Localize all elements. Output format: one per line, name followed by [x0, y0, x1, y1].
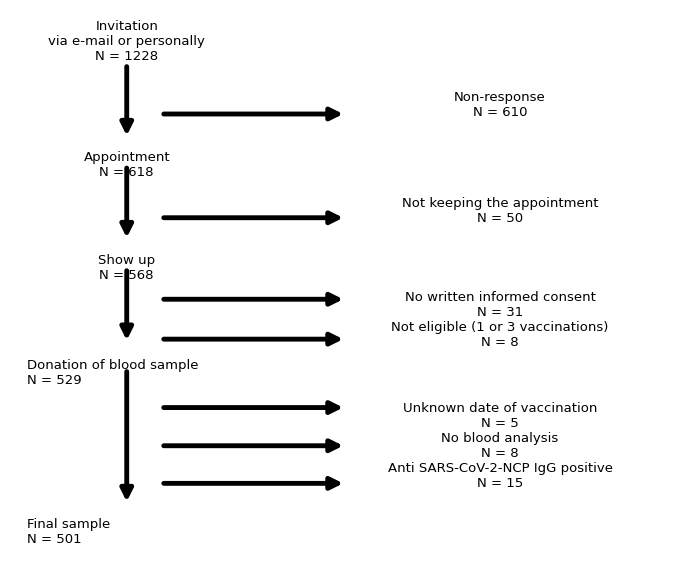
Text: No written informed consent
N = 31
Not eligible (1 or 3 vaccinations)
N = 8: No written informed consent N = 31 Not e… [391, 291, 609, 349]
Text: Not keeping the appointment
N = 50: Not keeping the appointment N = 50 [402, 197, 598, 225]
Text: Show up
N = 568: Show up N = 568 [98, 254, 155, 282]
Text: Appointment
N = 618: Appointment N = 618 [84, 151, 170, 179]
Text: Invitation
via e-mail or personally
N = 1228: Invitation via e-mail or personally N = … [48, 20, 206, 63]
Text: Unknown date of vaccination
N = 5
No blood analysis
N = 8
Anti SARS-CoV-2-NCP Ig: Unknown date of vaccination N = 5 No blo… [388, 402, 612, 490]
Text: Donation of blood sample
N = 529: Donation of blood sample N = 529 [27, 359, 199, 387]
Text: Non-response
N = 610: Non-response N = 610 [454, 91, 546, 119]
Text: Final sample
N = 501: Final sample N = 501 [27, 518, 111, 545]
